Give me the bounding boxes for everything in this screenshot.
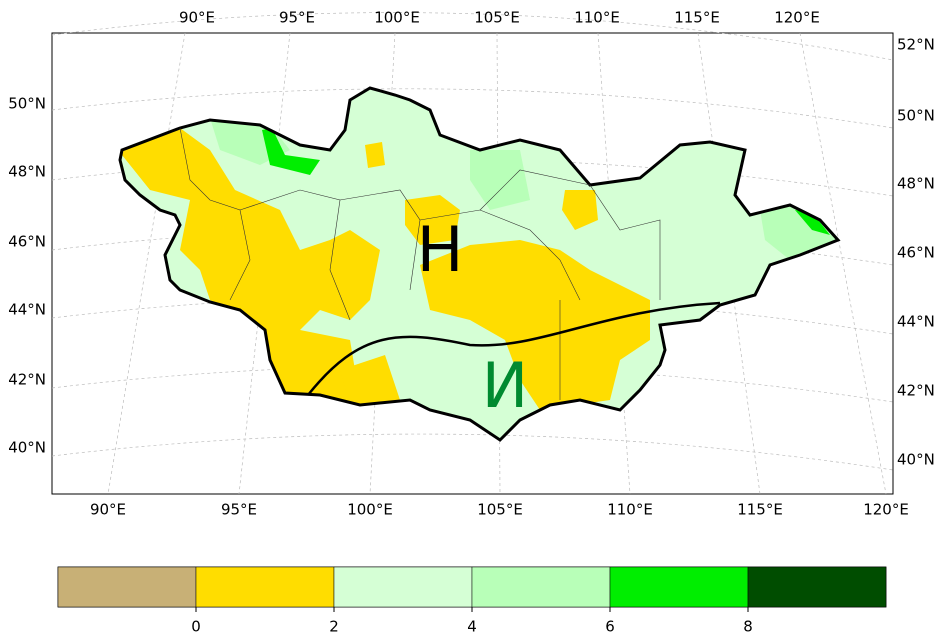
lat-label: 46°N	[8, 233, 46, 251]
colorbar-tick-label: 4	[467, 618, 477, 636]
lon-label: 90°E	[90, 501, 126, 519]
colorbar-segment	[333, 566, 473, 608]
lat-label: 50°N	[897, 107, 935, 125]
lat-label: 40°N	[897, 451, 935, 469]
colorbar-segment	[195, 566, 335, 608]
colorbar-tick-label: 2	[329, 618, 339, 636]
colorbar-segment	[471, 566, 611, 608]
lat-label: 48°N	[8, 163, 46, 181]
lat-label: 44°N	[897, 313, 935, 331]
lat-label: 52°N	[897, 36, 935, 54]
lon-label: 100°E	[374, 9, 420, 27]
lon-label: 115°E	[737, 501, 783, 519]
region-label: И	[482, 349, 528, 422]
lat-label: 50°N	[8, 95, 46, 113]
lat-label: 42°N	[8, 371, 46, 389]
zone-boundary	[307, 301, 721, 396]
lat-label: 42°N	[897, 382, 935, 400]
lon-label: 105°E	[474, 9, 520, 27]
lat-label: 44°N	[8, 301, 46, 319]
lon-label: 90°E	[179, 9, 215, 27]
lon-label: 95°E	[221, 501, 257, 519]
colorbar-tick-label: 0	[191, 618, 201, 636]
lat-label: 48°N	[897, 175, 935, 193]
lon-label: 110°E	[607, 501, 653, 519]
colorbar-tick-label: 6	[605, 618, 615, 636]
colorbar-segment	[57, 566, 197, 608]
colorbar-segment	[747, 566, 887, 608]
lon-label: 100°E	[347, 501, 393, 519]
colorbar-tick-label: 8	[743, 618, 753, 636]
region-label: Н	[417, 213, 464, 286]
lon-label: 110°E	[574, 9, 620, 27]
country-border	[118, 86, 841, 442]
lat-label: 46°N	[897, 244, 935, 262]
lon-label: 120°E	[863, 501, 909, 519]
lon-label: 95°E	[279, 9, 315, 27]
colorbar-segment	[609, 566, 749, 608]
lat-label: 40°N	[8, 439, 46, 457]
lon-label: 105°E	[477, 501, 523, 519]
lon-label: 115°E	[674, 9, 720, 27]
lon-label: 120°E	[774, 9, 820, 27]
province-borders	[179, 127, 661, 400]
